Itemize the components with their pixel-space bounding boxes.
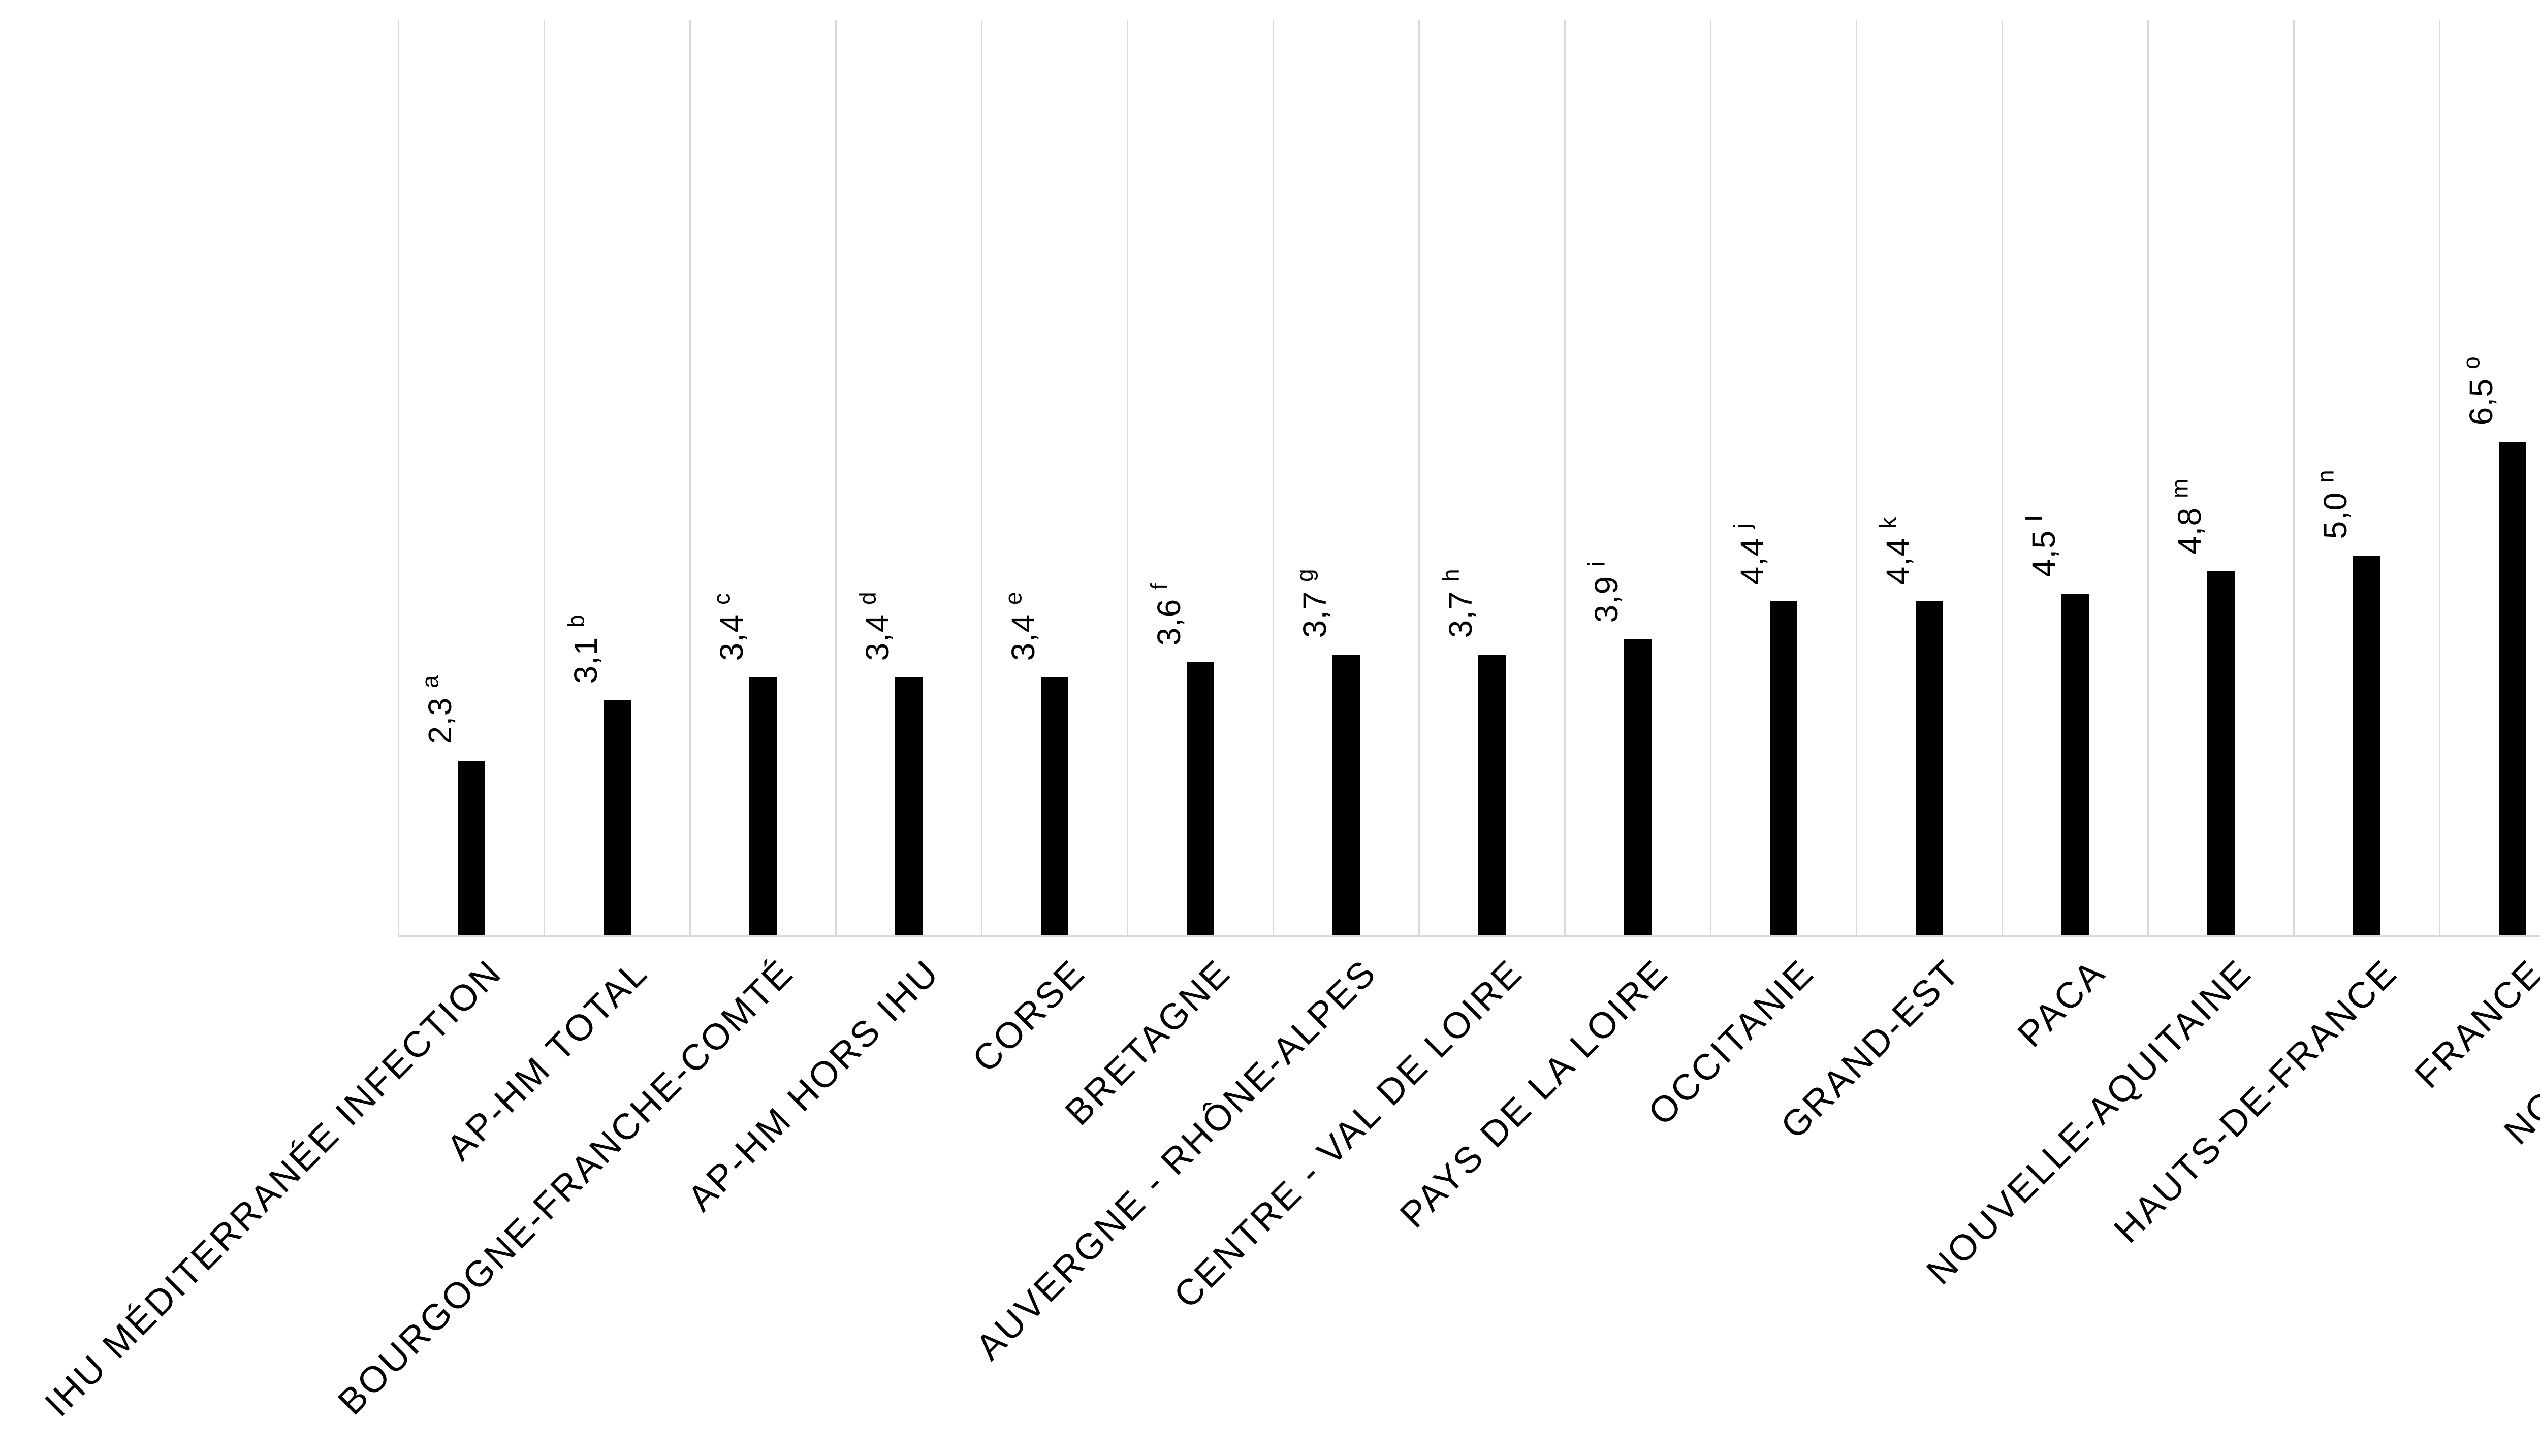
gridline <box>2001 20 2003 935</box>
bar <box>604 700 631 935</box>
gridline <box>1126 20 1128 935</box>
gridline <box>835 20 837 935</box>
bar <box>895 677 923 935</box>
gridline <box>2147 20 2149 935</box>
bar <box>1916 601 1943 935</box>
bar-value-label: 2,3a <box>417 675 458 744</box>
bar-value-label: 3,4e <box>1000 592 1041 661</box>
gridline <box>2293 20 2295 935</box>
bar <box>1041 677 1068 935</box>
bar <box>2061 594 2089 935</box>
category-label: PAYS DE LA LOIRE <box>1392 951 1676 1236</box>
gridline <box>397 20 399 935</box>
bar-value-label: 6,5o <box>2458 356 2499 425</box>
bar-value-label: 3,9i <box>1583 561 1625 623</box>
bar-superscript: h <box>1437 569 1464 582</box>
bar <box>1478 655 1506 935</box>
gridline <box>1855 20 1857 935</box>
bar <box>1187 662 1214 935</box>
bar-superscript: d <box>854 592 881 605</box>
bar-superscript: j <box>1729 523 1756 529</box>
bar-value-label: 5,0n <box>2312 470 2354 539</box>
bar <box>1624 639 1652 935</box>
gridline <box>1709 20 1711 935</box>
bar-superscript: b <box>562 614 589 628</box>
bar-value-label: 4,4j <box>1729 523 1770 585</box>
category-label: AP-HM HORS IHU <box>680 951 947 1219</box>
bar-value-label: 4,4k <box>1875 516 1916 585</box>
bar-superscript: f <box>1146 583 1172 590</box>
bar-value-label: 3,7h <box>1437 569 1479 638</box>
category-label: CORSE <box>965 951 1093 1080</box>
bar-superscript: i <box>1583 561 1610 567</box>
bar-value-label: 3,4c <box>708 593 750 661</box>
gridline <box>1418 20 1420 935</box>
bar-value-label: 3,6f <box>1146 583 1187 645</box>
gridline <box>1564 20 1566 935</box>
gridline <box>2438 20 2440 935</box>
bar-value-label: 3,4d <box>854 592 896 661</box>
bar <box>1770 601 1797 935</box>
bar <box>2499 442 2526 935</box>
category-label: PACA <box>2010 951 2114 1055</box>
category-label: HAUTS-DE-FRANCE <box>2106 951 2405 1251</box>
bar-superscript: l <box>2020 515 2047 521</box>
category-label: FRANCE <box>2406 951 2540 1096</box>
bar-superscript: g <box>1291 569 1318 582</box>
bar-superscript: m <box>2166 478 2193 498</box>
bar-superscript: a <box>417 675 443 688</box>
category-label: IHU MÉDITERRANÉE INFECTION <box>37 951 510 1425</box>
bar-value-label: 3,7g <box>1291 569 1333 638</box>
bar <box>2207 571 2235 935</box>
bar <box>1332 655 1360 935</box>
bar-superscript: o <box>2458 356 2485 369</box>
gridline <box>980 20 982 935</box>
gridline <box>1272 20 1274 935</box>
bar <box>2353 556 2380 935</box>
gridline <box>689 20 691 935</box>
bar <box>749 677 777 935</box>
bar <box>458 761 485 935</box>
bar-superscript: e <box>1000 592 1027 605</box>
x-axis-line <box>397 935 2540 937</box>
bar-superscript: c <box>708 593 735 605</box>
gridline <box>543 20 545 935</box>
bar-superscript: n <box>2312 470 2339 483</box>
bar-value-label: 4,5l <box>2020 515 2062 577</box>
bar-superscript: k <box>1875 516 1901 529</box>
bar-value-label: 4,8m <box>2166 478 2208 554</box>
bar-value-label: 3,1b <box>562 614 604 684</box>
